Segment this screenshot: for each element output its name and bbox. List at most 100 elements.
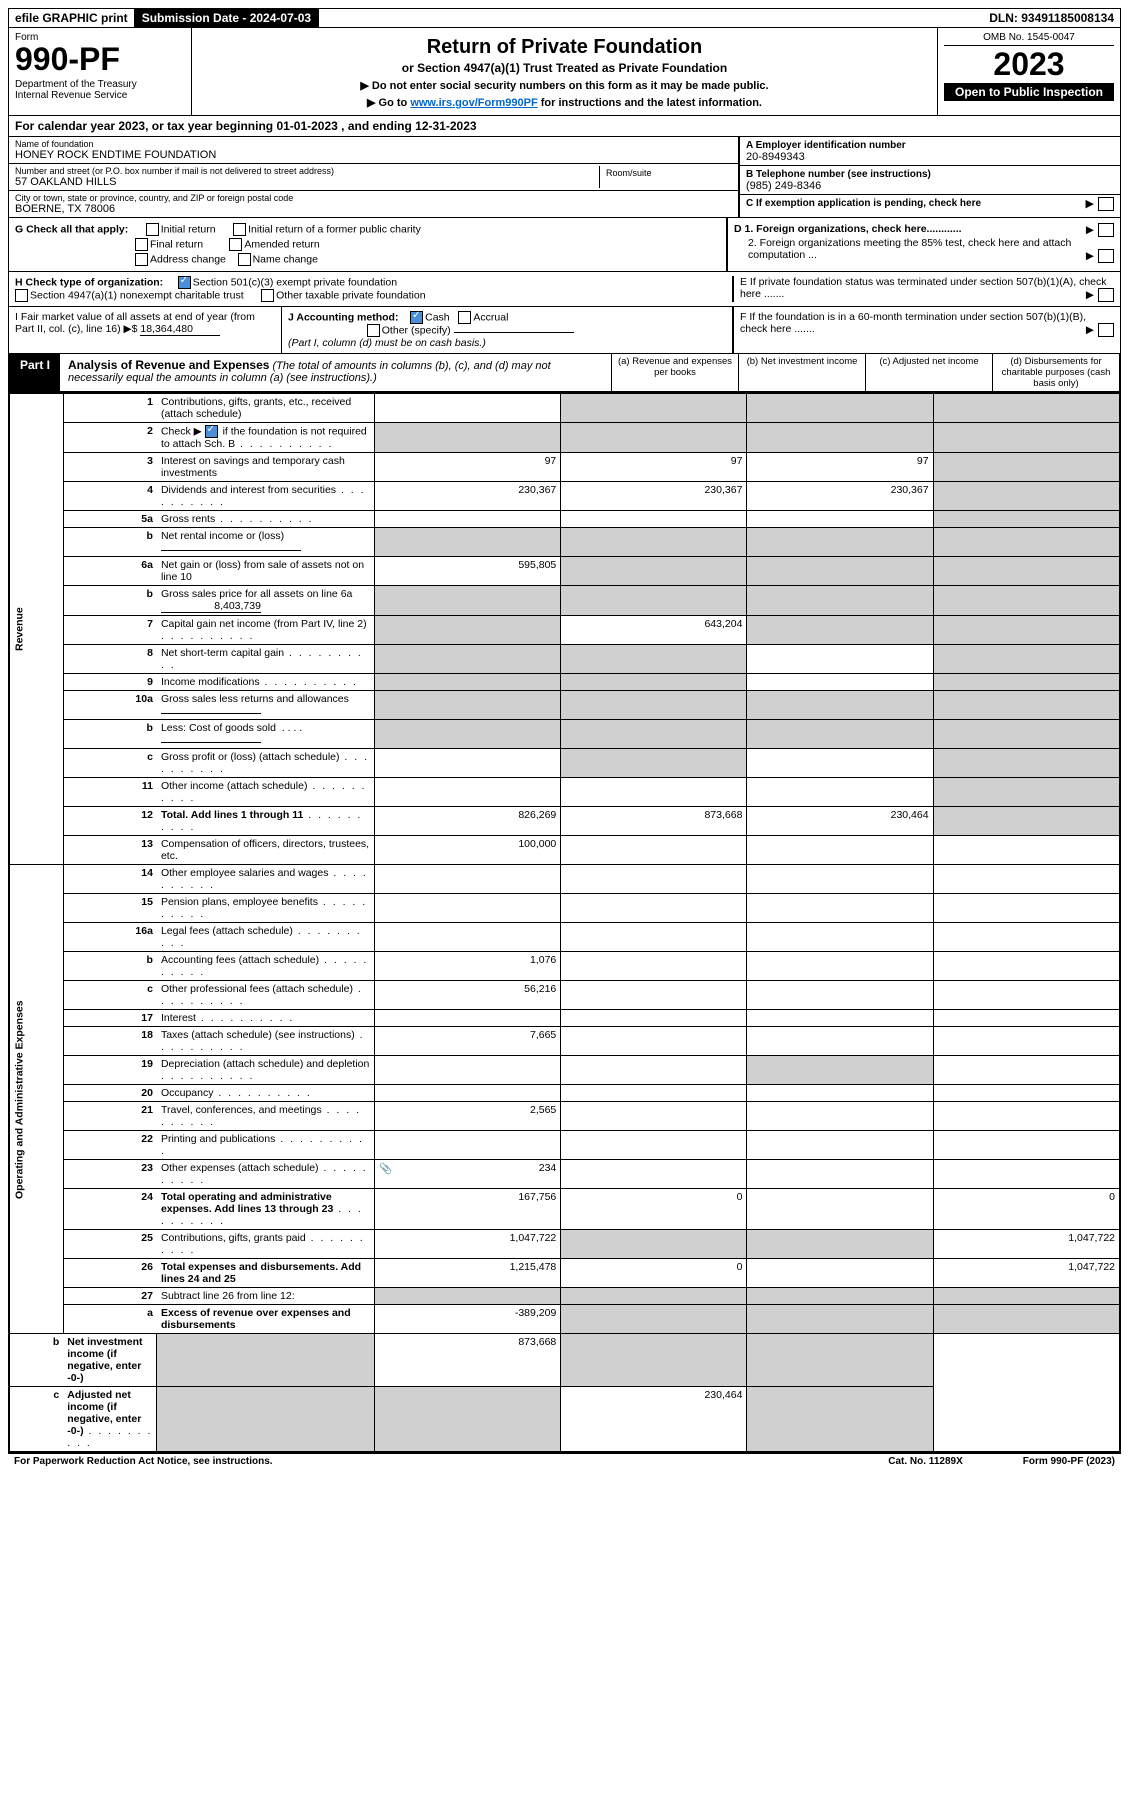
row-14: Operating and Administrative Expenses 14… — [9, 865, 1120, 894]
row-5b: bNet rental income or (loss) — [9, 528, 1120, 557]
r13-a: 100,000 — [375, 836, 561, 865]
row-6b: bGross sales price for all assets on lin… — [9, 586, 1120, 616]
chk-initial[interactable] — [146, 223, 159, 236]
row-19: 19Depreciation (attach schedule) and dep… — [9, 1056, 1120, 1085]
h-label: H Check type of organization: — [15, 276, 163, 288]
phone-label: B Telephone number (see instructions) — [746, 169, 931, 180]
pending-checkbox[interactable] — [1098, 197, 1114, 211]
row-4: 4Dividends and interest from securities … — [9, 482, 1120, 511]
header-right: OMB No. 1545-0047 2023 Open to Public In… — [937, 28, 1120, 115]
ein-row: A Employer identification number 20-8949… — [740, 137, 1120, 166]
r4-desc: Dividends and interest from securities — [157, 482, 375, 511]
page-footer: For Paperwork Reduction Act Notice, see … — [8, 1453, 1121, 1469]
chk-cash[interactable] — [410, 311, 423, 324]
e-label: E If private foundation status was termi… — [740, 276, 1107, 300]
r4-b: 230,367 — [561, 482, 747, 511]
row-24: 24Total operating and administrative exp… — [9, 1189, 1120, 1230]
col-c-head: (c) Adjusted net income — [865, 354, 992, 391]
r6b-val: 8,403,739 — [161, 600, 261, 613]
form-subtitle: or Section 4947(a)(1) Trust Treated as P… — [198, 61, 931, 75]
j-label: J Accounting method: — [288, 311, 398, 323]
chk-final[interactable] — [135, 238, 148, 251]
row-2: 2Check ▶ if the foundation is not requir… — [9, 423, 1120, 453]
r18-desc: Taxes (attach schedule) (see instruction… — [157, 1027, 375, 1056]
r3-desc: Interest on savings and temporary cash i… — [157, 453, 375, 482]
r13-desc: Compensation of officers, directors, tru… — [157, 836, 375, 865]
pending-row: C If exemption application is pending, c… — [740, 195, 1120, 213]
fmv-value: 18,364,480 — [140, 323, 220, 336]
chk-4947[interactable] — [15, 289, 28, 302]
r6a-desc: Net gain or (loss) from sale of assets n… — [157, 557, 375, 586]
foundation-name: HONEY ROCK ENDTIME FOUNDATION — [15, 149, 216, 161]
chk-501c3[interactable] — [178, 276, 191, 289]
chk-amended[interactable] — [229, 238, 242, 251]
r15-desc: Pension plans, employee benefits — [157, 894, 375, 923]
r26-desc: Total expenses and disbursements. Add li… — [157, 1259, 375, 1288]
phone-row: B Telephone number (see instructions) (9… — [740, 166, 1120, 195]
part1-header: Part I Analysis of Revenue and Expenses … — [8, 354, 1121, 393]
r1-desc: Contributions, gifts, grants, etc., rece… — [157, 394, 375, 423]
footer-left: For Paperwork Reduction Act Notice, see … — [14, 1456, 273, 1467]
form-number: 990-PF — [15, 43, 185, 75]
attach-icon[interactable]: 📎 — [379, 1162, 392, 1175]
chk-sch-b[interactable] — [205, 425, 218, 438]
r5b-desc: Net rental income or (loss) — [157, 528, 375, 557]
r25-d: 1,047,722 — [933, 1230, 1120, 1259]
calendar-year: For calendar year 2023, or tax year begi… — [8, 116, 1121, 137]
r16b-desc: Accounting fees (attach schedule) — [157, 952, 375, 981]
header-mid: Return of Private Foundation or Section … — [192, 28, 937, 115]
chk-initial-pc[interactable] — [233, 223, 246, 236]
expenses-side-label: Operating and Administrative Expenses — [9, 865, 63, 1334]
lbl-other-tax: Other taxable private foundation — [276, 289, 425, 301]
r4-a: 230,367 — [375, 482, 561, 511]
e-checkbox[interactable] — [1098, 288, 1114, 302]
row-17: 17Interest — [9, 1010, 1120, 1027]
lbl-addr-change: Address change — [150, 253, 226, 265]
r2-desc: Check ▶ if the foundation is not require… — [157, 423, 375, 453]
r12-c: 230,464 — [747, 807, 933, 836]
r21-desc: Travel, conferences, and meetings — [157, 1102, 375, 1131]
r24-d: 0 — [933, 1189, 1120, 1230]
r20-desc: Occupancy — [157, 1085, 375, 1102]
row-26: 26Total expenses and disbursements. Add … — [9, 1259, 1120, 1288]
top-bar: efile GRAPHIC print Submission Date - 20… — [8, 8, 1121, 28]
ein-label: A Employer identification number — [746, 140, 906, 151]
f-checkbox[interactable] — [1098, 323, 1114, 337]
d1-checkbox[interactable] — [1098, 223, 1114, 237]
city-label: City or town, state or province, country… — [15, 193, 732, 203]
chk-other-method[interactable] — [367, 324, 380, 337]
row-22: 22Printing and publications — [9, 1131, 1120, 1160]
r12-desc: Total. Add lines 1 through 11 — [157, 807, 375, 836]
r27c-c: 230,464 — [561, 1387, 747, 1453]
chk-accrual[interactable] — [458, 311, 471, 324]
r10a-desc: Gross sales less returns and allowances — [157, 691, 375, 720]
lbl-accrual: Accrual — [473, 311, 508, 323]
chk-other-tax[interactable] — [261, 289, 274, 302]
r7-desc: Capital gain net income (from Part IV, l… — [157, 616, 375, 645]
row-16c: cOther professional fees (attach schedul… — [9, 981, 1120, 1010]
row-7: 7Capital gain net income (from Part IV, … — [9, 616, 1120, 645]
chk-addr-change[interactable] — [135, 253, 148, 266]
row-10c: cGross profit or (loss) (attach schedule… — [9, 749, 1120, 778]
form-header: Form 990-PF Department of the TreasuryIn… — [8, 28, 1121, 116]
efile-label[interactable]: efile GRAPHIC print — [9, 9, 134, 27]
r16c-a: 56,216 — [375, 981, 561, 1010]
lbl-other-method: Other (specify) — [382, 324, 451, 336]
footer-mid: Cat. No. 11289X — [888, 1456, 962, 1467]
lbl-amended: Amended return — [244, 238, 319, 250]
row-21: 21Travel, conferences, and meetings 2,56… — [9, 1102, 1120, 1131]
row-10b: bLess: Cost of goods sold . . . . — [9, 720, 1120, 749]
row-8: 8Net short-term capital gain — [9, 645, 1120, 674]
r24-b: 0 — [561, 1189, 747, 1230]
name-label: Name of foundation — [15, 139, 732, 149]
row-16a: 16aLegal fees (attach schedule) — [9, 923, 1120, 952]
d2-checkbox[interactable] — [1098, 249, 1114, 263]
r3-a: 97 — [375, 453, 561, 482]
chk-name-change[interactable] — [238, 253, 251, 266]
revenue-side-label: Revenue — [9, 394, 63, 865]
r23-desc: Other expenses (attach schedule) — [157, 1160, 375, 1189]
row-12: 12Total. Add lines 1 through 11 826,2698… — [9, 807, 1120, 836]
lbl-initial: Initial return — [161, 223, 216, 235]
form-link[interactable]: www.irs.gov/Form990PF — [410, 97, 537, 109]
city-state-zip: BOERNE, TX 78006 — [15, 203, 115, 215]
